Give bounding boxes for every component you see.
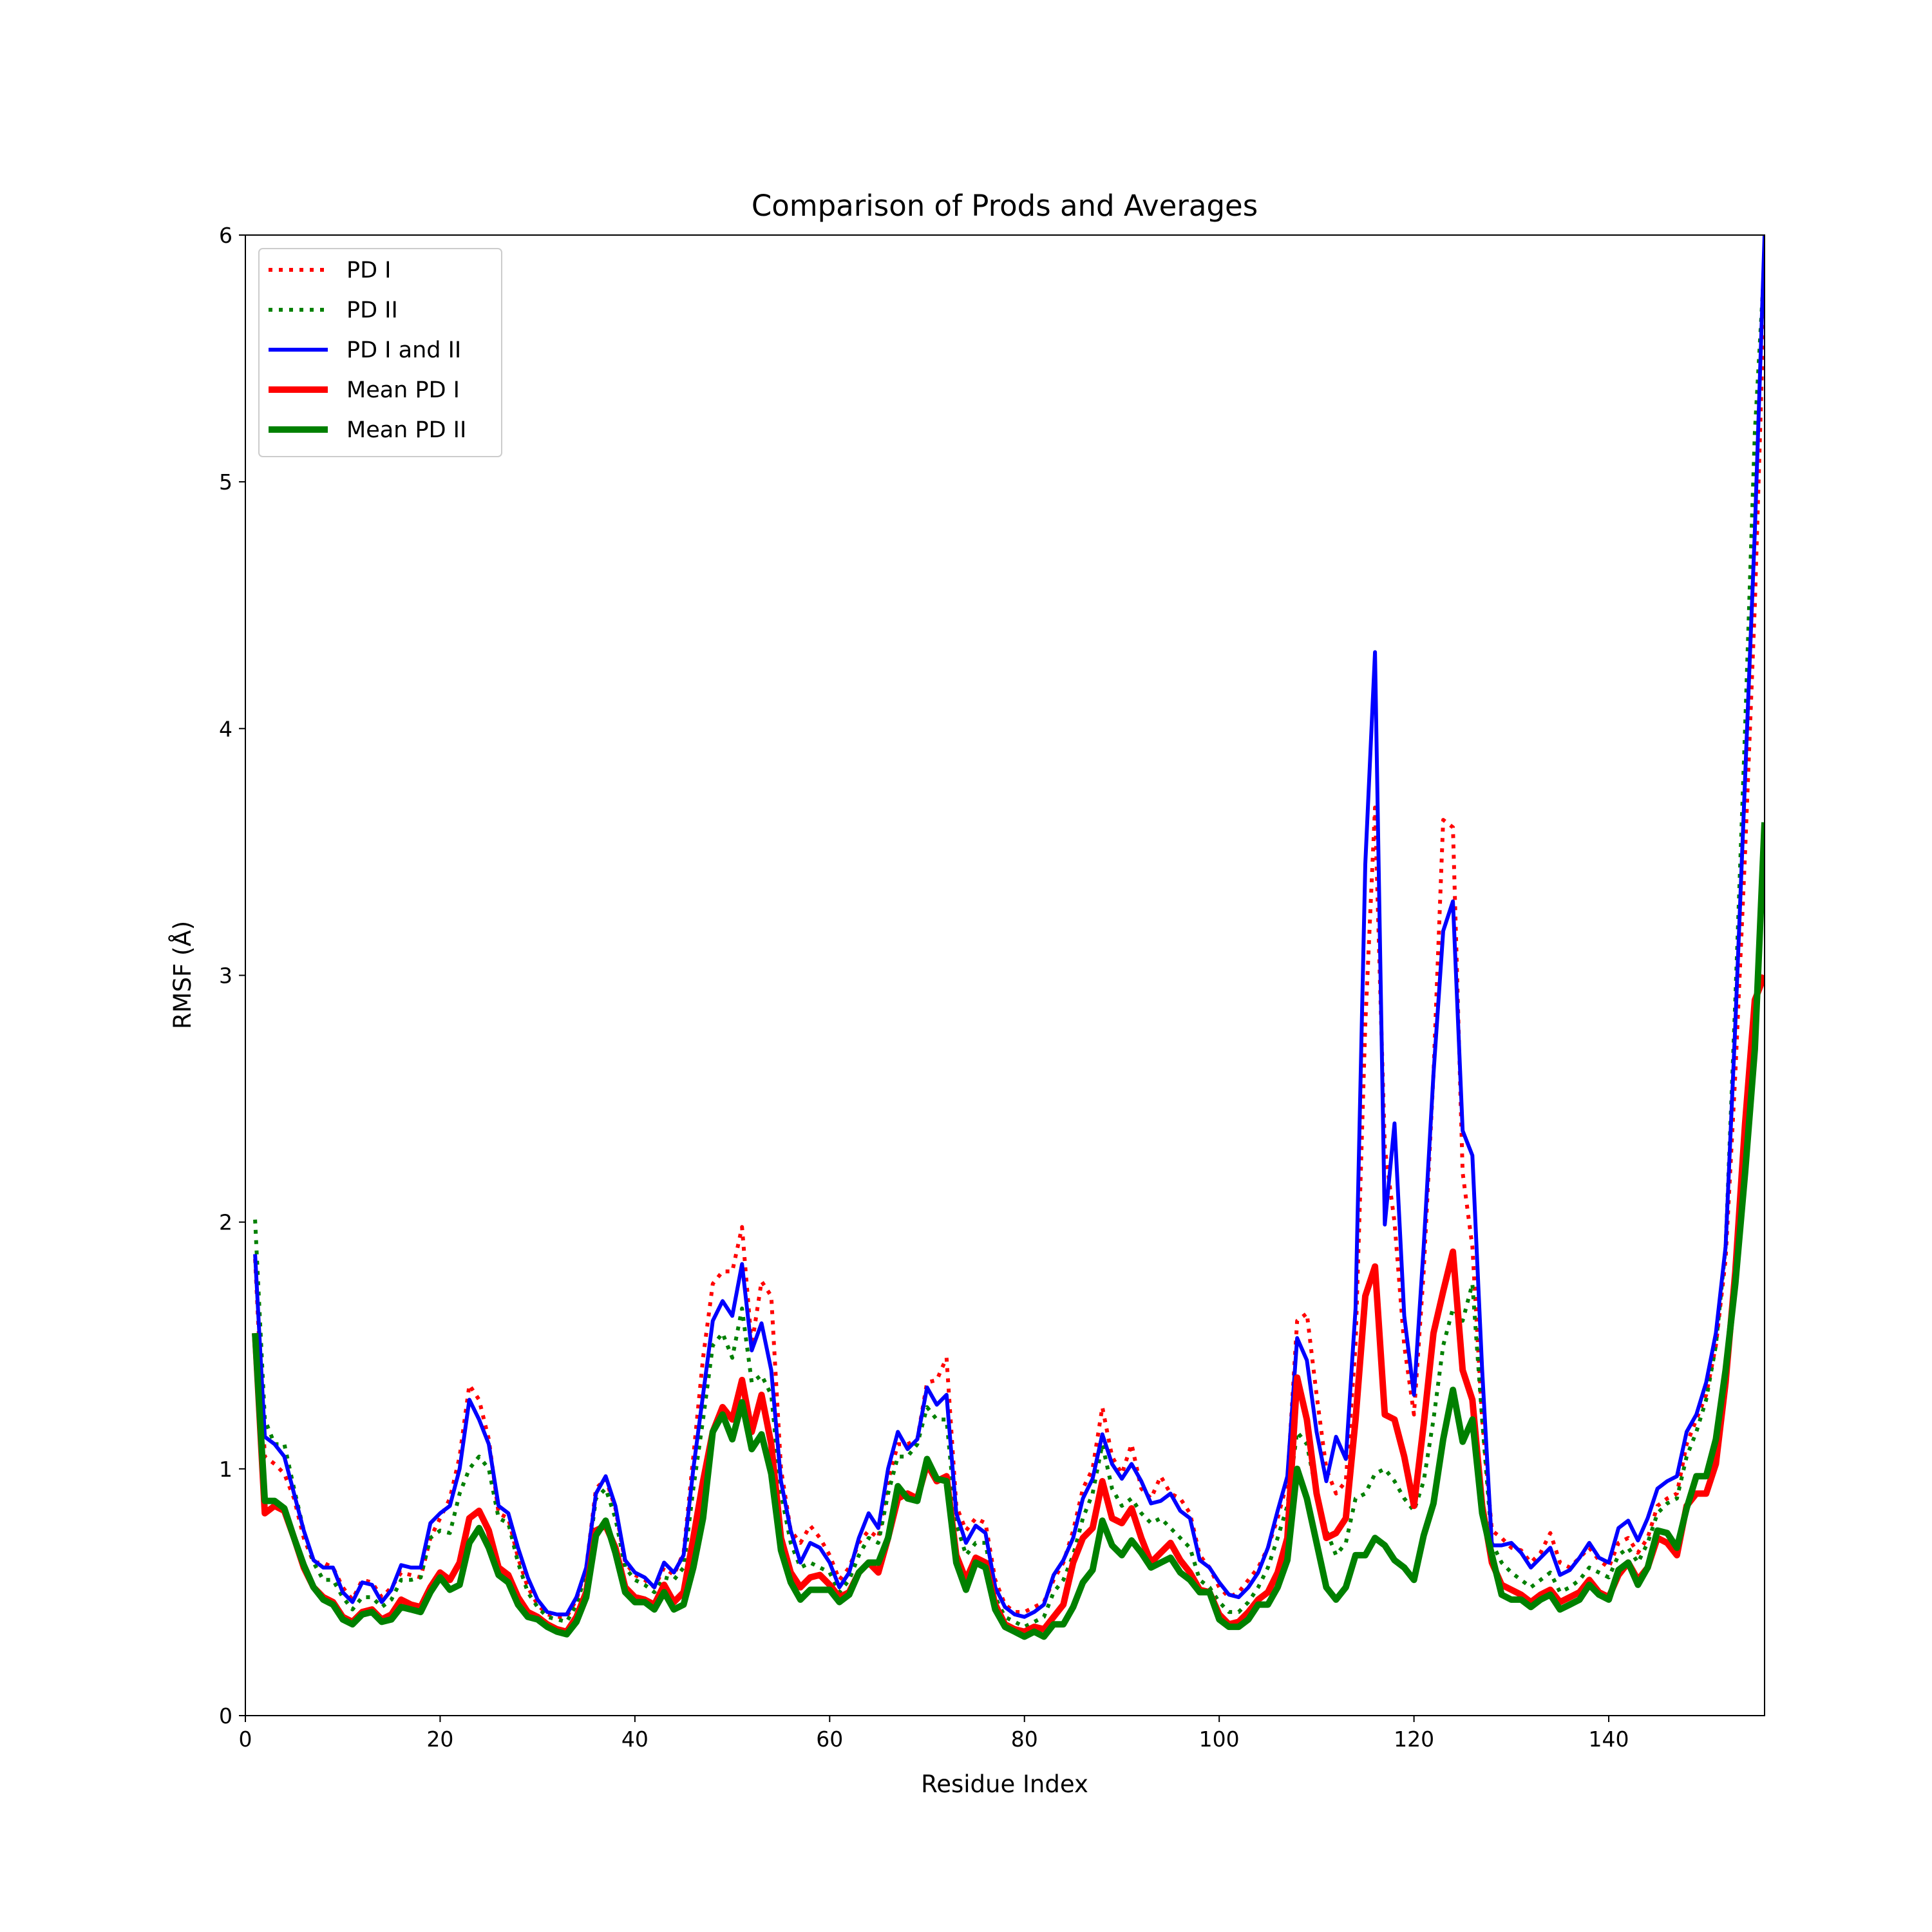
legend-label-pd-i-and-ii: PD I and II	[346, 337, 461, 363]
tick-layer: 0 20 40 60 80 100 120 140 0 1 2 3 4 5 6	[219, 223, 1629, 1752]
x-tick-label: 140	[1589, 1727, 1629, 1752]
y-tick-label: 0	[219, 1703, 232, 1728]
y-tick-label: 5	[219, 469, 232, 495]
x-tick-label: 40	[621, 1727, 649, 1752]
y-tick-label: 1	[219, 1457, 232, 1482]
chart-title: Comparison of Prods and Averages	[752, 189, 1258, 223]
legend-label-pd-ii: PD II	[346, 298, 398, 323]
x-tick-label: 0	[239, 1727, 252, 1752]
x-tick-label: 100	[1199, 1727, 1240, 1752]
legend: PD I PD II PD I and II Mean PD I Mean PD II	[258, 248, 502, 457]
x-axis-label: Residue Index	[921, 1770, 1088, 1798]
x-tick-label: 120	[1394, 1727, 1434, 1752]
y-tick-label: 3	[219, 963, 232, 989]
y-tick-label: 4	[219, 716, 232, 741]
y-tick-label: 2	[219, 1210, 232, 1235]
legend-label-mean-pd-i: Mean PD I	[346, 377, 460, 403]
series-line-pd-i-and-ii	[253, 235, 1765, 1619]
plot-frame	[245, 234, 1765, 1716]
x-tick-label: 60	[816, 1727, 843, 1752]
series-line-pd-i	[253, 284, 1765, 1619]
x-tick-label: 80	[1011, 1727, 1038, 1752]
x-tick-label: 20	[426, 1727, 453, 1752]
series-layer	[252, 235, 1765, 1640]
legend-label-mean-pd-ii: Mean PD II	[346, 417, 466, 443]
y-axis-label: RMSF (Å)	[168, 921, 196, 1029]
series-line-mean-pd-ii	[252, 822, 1765, 1640]
y-tick-label: 6	[219, 223, 232, 248]
series-line-pd-ii	[253, 260, 1765, 1629]
legend-box	[258, 248, 502, 457]
legend-label-pd-i: PD I	[346, 258, 392, 283]
